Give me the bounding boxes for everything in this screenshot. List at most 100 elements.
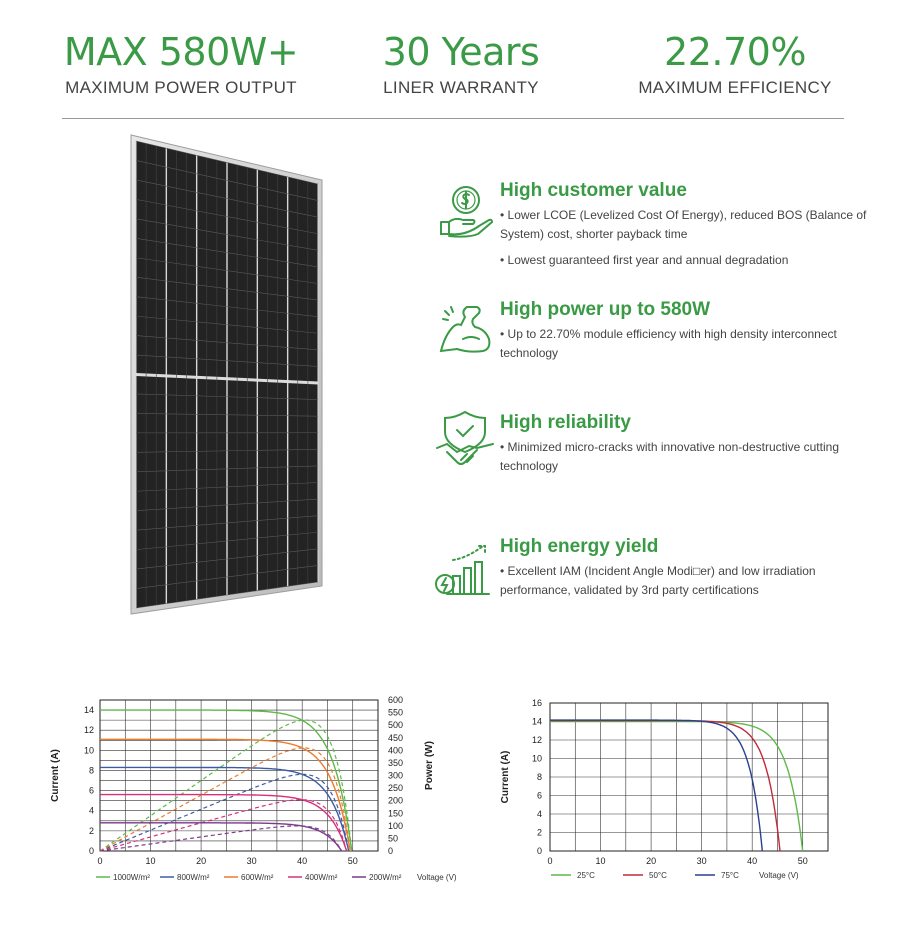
- y-tick-label: 14: [532, 717, 542, 727]
- panel-cell-row: [135, 413, 319, 417]
- pv-curve: [99, 747, 351, 852]
- panel-cell-row: [135, 515, 319, 531]
- y-tick-label: 4: [537, 809, 542, 819]
- y2-axis-label: Power (W): [424, 741, 435, 790]
- feature-title: High energy yield: [500, 536, 659, 557]
- y2-tick-label: 350: [388, 758, 403, 768]
- panel-cell-grid: [135, 140, 319, 609]
- panel-cell-row: [135, 465, 319, 473]
- x-tick-label: 50: [348, 856, 358, 866]
- x-tick-label: 50: [798, 856, 808, 866]
- feature-bullet: • Up to 22.70% module efficiency with hi…: [500, 327, 837, 360]
- y-tick-label: 10: [84, 745, 94, 755]
- panel-cell-row: [135, 237, 319, 268]
- y2-tick-label: 300: [388, 771, 403, 781]
- panel-cell-row: [135, 498, 319, 512]
- feature-title: High reliability: [500, 412, 631, 433]
- panel-cell-row: [135, 315, 319, 334]
- y-axis-label: Current (A): [500, 751, 511, 804]
- panel-cell-row: [135, 179, 319, 218]
- y-tick-label: 14: [84, 705, 94, 715]
- feature-energy-yield: High energy yield • Excellent IAM (Incid…: [500, 536, 870, 600]
- y-tick-label: 6: [537, 791, 542, 801]
- feature-bullet: • Lowest guaranteed first year and annua…: [500, 253, 789, 267]
- panel-cell-row: [135, 257, 319, 284]
- panel-center-divider: [135, 373, 319, 385]
- panel-cell-row: [135, 160, 319, 201]
- y-tick-label: 6: [89, 786, 94, 796]
- panel-cell-row: [135, 548, 319, 570]
- divider: [62, 118, 844, 119]
- y-tick-label: 2: [89, 826, 94, 836]
- feature-title: High power up to 580W: [500, 299, 711, 320]
- y2-tick-label: 400: [388, 745, 403, 755]
- stat-label: LINER WARRANTY: [383, 78, 539, 97]
- x-axis-label: Voltage (V): [417, 873, 457, 882]
- feature-reliability: High reliability • Minimized micro-crack…: [500, 412, 870, 476]
- iv-curve: [100, 738, 351, 852]
- legend-label: 1000W/m²: [113, 873, 150, 882]
- pv-curve: [99, 719, 353, 852]
- y-tick-label: 8: [537, 772, 542, 782]
- stat-label: MAXIMUM EFFICIENCY: [638, 78, 832, 97]
- pv-curve: [99, 825, 342, 852]
- panel-cell-row: [135, 565, 319, 589]
- panel-cell-row: [135, 449, 319, 453]
- feature-title: High customer value: [500, 180, 687, 201]
- stat-efficiency: 22.70% MAXIMUM EFFICIENCY: [610, 30, 860, 98]
- panel-cell-row: [135, 393, 319, 400]
- y2-tick-label: 250: [388, 783, 403, 793]
- x-tick-label: 40: [747, 856, 757, 866]
- iv-curve: [550, 720, 804, 852]
- plot-frame: [99, 699, 379, 852]
- x-tick-label: 20: [646, 856, 656, 866]
- legend-label: 25°C: [577, 871, 595, 880]
- y-tick-label: 10: [532, 754, 542, 764]
- x-tick-label: 10: [146, 856, 156, 866]
- y2-tick-label: 0: [388, 846, 393, 856]
- y-tick-label: 4: [89, 806, 94, 816]
- iv-curve: [100, 793, 348, 852]
- feature-bullet: • Minimized micro-cracks with innovative…: [500, 440, 839, 473]
- shield-handshake-icon: [436, 410, 494, 465]
- pv-curve: [99, 799, 347, 852]
- pv-curve: [99, 773, 349, 852]
- y2-tick-label: 50: [388, 833, 398, 843]
- rising-bars-bolt-icon: [435, 545, 490, 595]
- panel-cell-row: [135, 296, 319, 317]
- x-tick-label: 30: [697, 856, 707, 866]
- feature-customer-value: High customer value • Lower LCOE (Leveli…: [500, 180, 870, 270]
- y-tick-label: 8: [89, 765, 94, 775]
- x-tick-label: 0: [547, 856, 552, 866]
- iv-curve: [550, 719, 763, 852]
- stat-value: MAX 580W+: [63, 30, 299, 74]
- stat-value: 30 Years: [382, 30, 540, 74]
- stat-max-power: MAX 580W+ MAXIMUM POWER OUTPUT: [50, 30, 312, 98]
- panel-cell-row: [135, 354, 319, 367]
- legend-label: 200W/m²: [369, 873, 402, 882]
- dollar-hand-icon: [440, 186, 494, 238]
- panel-cell-row: [135, 140, 319, 185]
- y-tick-label: 0: [537, 846, 542, 856]
- y2-tick-label: 450: [388, 733, 403, 743]
- panel-cell-row: [135, 581, 319, 609]
- plot-frame: [549, 702, 829, 852]
- y-tick-label: 16: [532, 698, 542, 708]
- x-tick-label: 10: [596, 856, 606, 866]
- stat-warranty: 30 Years LINER WARRANTY: [340, 30, 582, 98]
- x-tick-label: 40: [297, 856, 307, 866]
- legend-label: 800W/m²: [177, 873, 210, 882]
- x-tick-label: 30: [247, 856, 257, 866]
- y2-tick-label: 500: [388, 720, 403, 730]
- y-tick-label: 12: [84, 725, 94, 735]
- y-tick-label: 2: [537, 828, 542, 838]
- iv-curve: [100, 709, 353, 852]
- x-tick-label: 20: [196, 856, 206, 866]
- y-tick-label: 0: [89, 846, 94, 856]
- x-axis-label: Voltage (V): [759, 871, 799, 880]
- y-tick-label: 12: [532, 735, 542, 745]
- panel-cell-row: [135, 276, 319, 301]
- legend-label: 75°C: [721, 871, 739, 880]
- panel-cell-row: [135, 374, 319, 384]
- y2-tick-label: 100: [388, 821, 403, 831]
